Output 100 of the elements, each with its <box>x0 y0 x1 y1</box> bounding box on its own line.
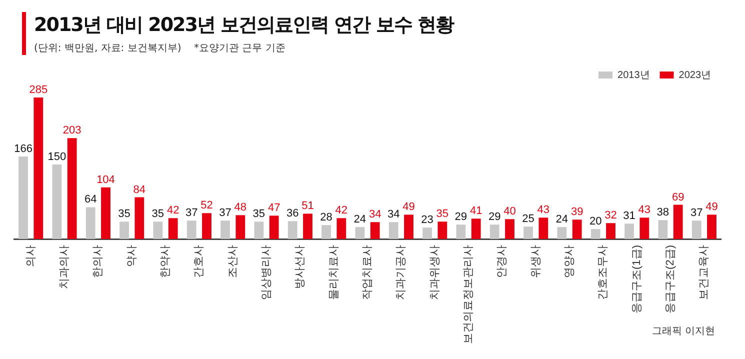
bar <box>52 164 62 239</box>
chart-subtitle: (단위: 백만원, 자료: 보건복지부) *요양기관 근무 기준 <box>34 42 286 55</box>
bar <box>86 207 96 239</box>
bar <box>236 215 246 239</box>
bar <box>355 227 365 239</box>
data-label: 49 <box>402 201 415 214</box>
data-label: 42 <box>166 204 180 217</box>
bar <box>606 223 616 239</box>
legend-label: 2013년 <box>618 70 650 81</box>
data-label: 29 <box>488 211 501 224</box>
data-label: 24 <box>354 214 366 226</box>
bar <box>692 220 702 239</box>
data-label: 104 <box>96 174 115 186</box>
bar <box>438 222 448 239</box>
data-label: 42 <box>335 204 348 217</box>
data-label: 41 <box>470 205 482 218</box>
x-tick-label: 간호조무사 <box>597 245 610 300</box>
bar <box>707 214 716 239</box>
bar <box>624 224 634 239</box>
x-tick-label: 보건교육사 <box>698 245 710 300</box>
bar <box>572 220 582 239</box>
bar <box>524 226 533 239</box>
data-label: 29 <box>454 211 468 224</box>
bar <box>120 222 129 239</box>
bar <box>557 227 567 239</box>
bar <box>658 220 668 239</box>
bar <box>538 218 548 239</box>
data-label: 32 <box>604 210 617 222</box>
data-label: 31 <box>623 210 636 222</box>
x-tick-label: 보건의료정보관리사 <box>462 245 475 344</box>
bar <box>422 228 432 239</box>
bar <box>590 229 600 239</box>
data-label: 28 <box>320 212 332 224</box>
data-label: 39 <box>570 206 584 218</box>
bar <box>34 97 44 239</box>
data-label: 69 <box>672 191 684 204</box>
data-label: 52 <box>200 200 213 212</box>
data-label: 48 <box>234 202 247 214</box>
x-tick-label: 방사선사 <box>294 245 306 289</box>
data-label: 84 <box>133 184 146 196</box>
x-tick-label: 한의사 <box>92 245 104 278</box>
bar <box>471 218 481 239</box>
bar <box>288 221 298 239</box>
data-label: 34 <box>387 208 400 221</box>
chart-title: 2013년 대비 2023년 보건의료인력 연간 보수 현황 <box>34 13 454 38</box>
bar <box>202 213 212 239</box>
x-tick-label: 의사 <box>24 245 37 267</box>
data-label: 35 <box>252 208 266 220</box>
bar <box>101 187 110 239</box>
data-label: 51 <box>302 200 314 212</box>
data-label: 43 <box>537 204 550 216</box>
data-label: 203 <box>62 124 82 137</box>
bar <box>404 214 414 239</box>
bar <box>673 204 683 239</box>
bar <box>640 218 650 239</box>
data-label: 43 <box>638 204 651 216</box>
data-label: 20 <box>589 216 602 228</box>
x-tick-label: 위생사 <box>530 245 542 278</box>
bar <box>168 218 178 239</box>
data-label: 64 <box>84 194 97 206</box>
data-label: 23 <box>421 214 434 226</box>
x-tick-label: 응급구조(2급) <box>664 245 677 314</box>
bar <box>153 222 163 239</box>
data-label: 25 <box>522 213 534 226</box>
data-label: 36 <box>286 208 299 220</box>
x-tick-label: 임상병리사 <box>260 245 273 300</box>
x-tick-label: 치과기공사 <box>395 245 408 300</box>
x-tick-label: 작업치료사 <box>362 245 374 300</box>
x-tick-label: 안경사 <box>496 245 508 278</box>
bar <box>505 219 514 239</box>
bar <box>322 225 331 239</box>
bar <box>67 138 77 239</box>
bar <box>336 218 346 239</box>
x-tick-label: 약사 <box>126 245 138 267</box>
bar <box>269 216 279 239</box>
text: 그래픽 이지현 <box>652 325 715 338</box>
legend-label: 2023년 <box>678 70 712 81</box>
data-label: 38 <box>656 206 670 219</box>
x-tick-label: 응급구조(1급) <box>630 245 643 314</box>
data-label: 35 <box>436 208 449 220</box>
bar <box>18 156 28 239</box>
data-label: 40 <box>504 206 516 218</box>
data-label: 49 <box>706 201 718 214</box>
bar <box>388 222 398 239</box>
data-label: 37 <box>185 207 198 220</box>
x-tick-label: 한약사 <box>160 245 172 278</box>
bar <box>254 222 264 239</box>
bar <box>370 222 380 239</box>
data-label: 166 <box>14 143 32 156</box>
data-label: 24 <box>556 214 568 226</box>
x-tick-label: 영양사 <box>564 245 576 278</box>
data-label: 37 <box>690 207 703 220</box>
bar <box>456 224 466 239</box>
data-label: 35 <box>118 208 130 220</box>
x-tick-label: 치과위생사 <box>428 245 441 300</box>
data-label: 37 <box>219 207 232 220</box>
x-tick-label: 간호사 <box>193 245 206 278</box>
bar <box>186 220 196 239</box>
bar <box>220 220 230 239</box>
data-label: 34 <box>368 208 382 221</box>
